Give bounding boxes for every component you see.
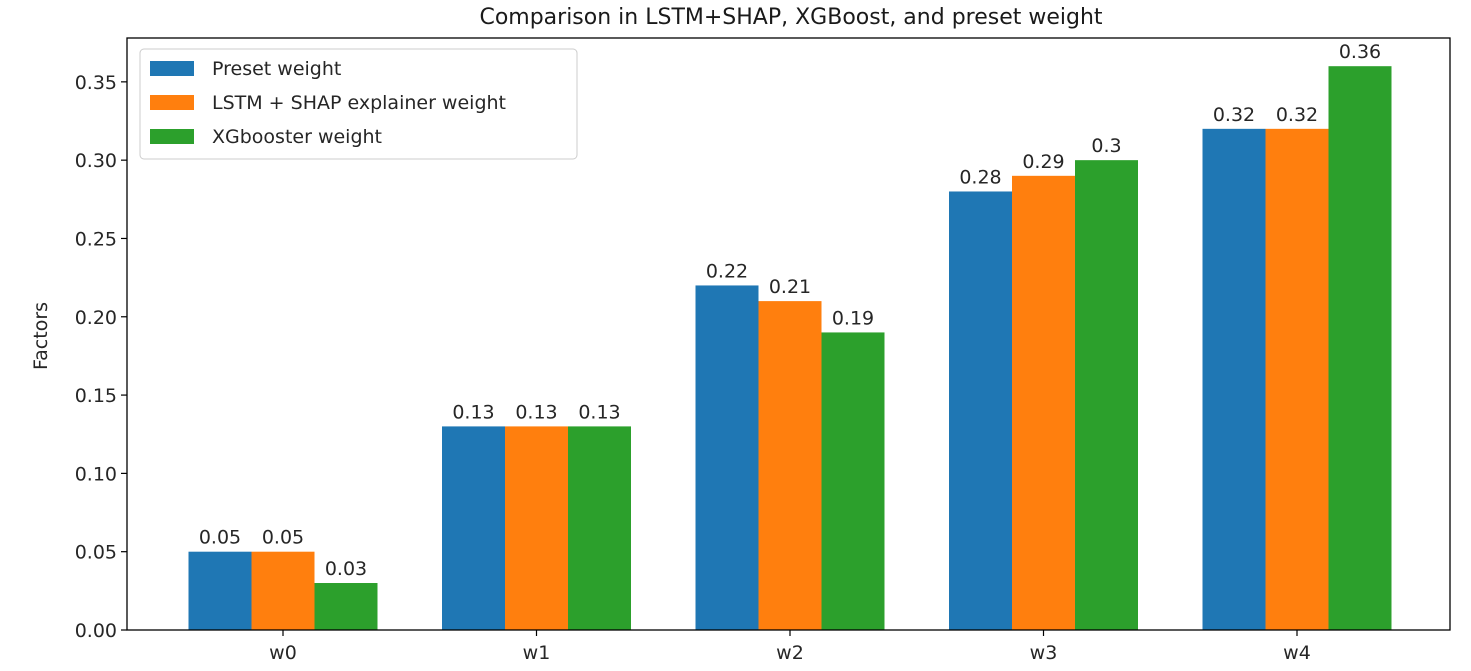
bar [821,332,885,630]
bar [1328,66,1392,630]
bar-value-label: 0.28 [959,166,1001,188]
bar-value-label: 0.32 [1213,104,1255,126]
bar-value-label: 0.21 [769,276,811,298]
y-tick-label: 0.20 [75,307,117,329]
chart-title: Comparison in LSTM+SHAP, XGBoost, and pr… [479,5,1102,30]
bar-value-label: 0.05 [199,527,241,549]
legend: Preset weight LSTM + SHAP explainer weigh… [139,48,578,160]
bar [949,191,1012,630]
bar [251,551,315,630]
bar-value-label: 0.32 [1276,104,1318,126]
y-tick-label: 0.00 [75,620,117,642]
x-tick-label: w0 [269,642,297,664]
x-tick-label: w4 [1283,642,1311,664]
x-tick-label: w3 [1030,642,1058,664]
y-tick-label: 0.10 [75,463,117,485]
data-labels-group: 0.05 0.13 0.22 0.28 0.32 0.05 0.13 0.21 0.29 0.32… [199,41,1381,580]
legend-entry-label: XGbooster weight [212,126,382,148]
bar [1075,160,1138,630]
bar [1265,128,1329,630]
y-tick-label: 0.30 [75,150,117,172]
bar [1012,175,1075,630]
x-tick-label: w1 [523,642,551,664]
bar [695,285,759,630]
y-tick-label: 0.15 [75,385,117,407]
plot-frame [126,37,1451,631]
bar [568,426,631,630]
y-tick-label: 0.25 [75,228,117,250]
bar-value-label: 0.13 [578,401,620,423]
bar [505,426,568,630]
bar [1202,128,1266,630]
bar-value-label: 0.05 [262,527,304,549]
legend-entry-label: LSTM + SHAP explainer weight [212,92,506,114]
axis-ticks: 0.00 0.05 0.10 0.15 0.20 0.25 0.30 0.35 w0 w1 w2 w3… [75,72,1311,664]
y-tick-label: 0.35 [75,72,117,94]
legend-entry-label: Preset weight [212,58,341,80]
bar-value-label: 0.36 [1339,41,1381,63]
x-tick-label: w2 [776,642,804,664]
legend-frame [139,48,578,160]
bars-group [188,66,1392,630]
bar-value-label: 0.13 [452,401,494,423]
legend-swatch [150,95,194,110]
legend-swatch [150,61,194,76]
bar-value-label: 0.19 [832,307,874,329]
bar-value-label: 0.29 [1022,151,1064,173]
y-axis-label: Factors [30,302,52,370]
legend-swatch [150,129,194,144]
bar-value-label: 0.13 [515,401,557,423]
bar [188,551,252,630]
bar-value-label: 0.03 [325,558,367,580]
y-tick-label: 0.05 [75,542,117,564]
bar-value-label: 0.22 [706,260,748,282]
bar [758,301,822,630]
bar [314,583,378,630]
bar-value-label: 0.3 [1091,135,1121,157]
bar [442,426,505,630]
